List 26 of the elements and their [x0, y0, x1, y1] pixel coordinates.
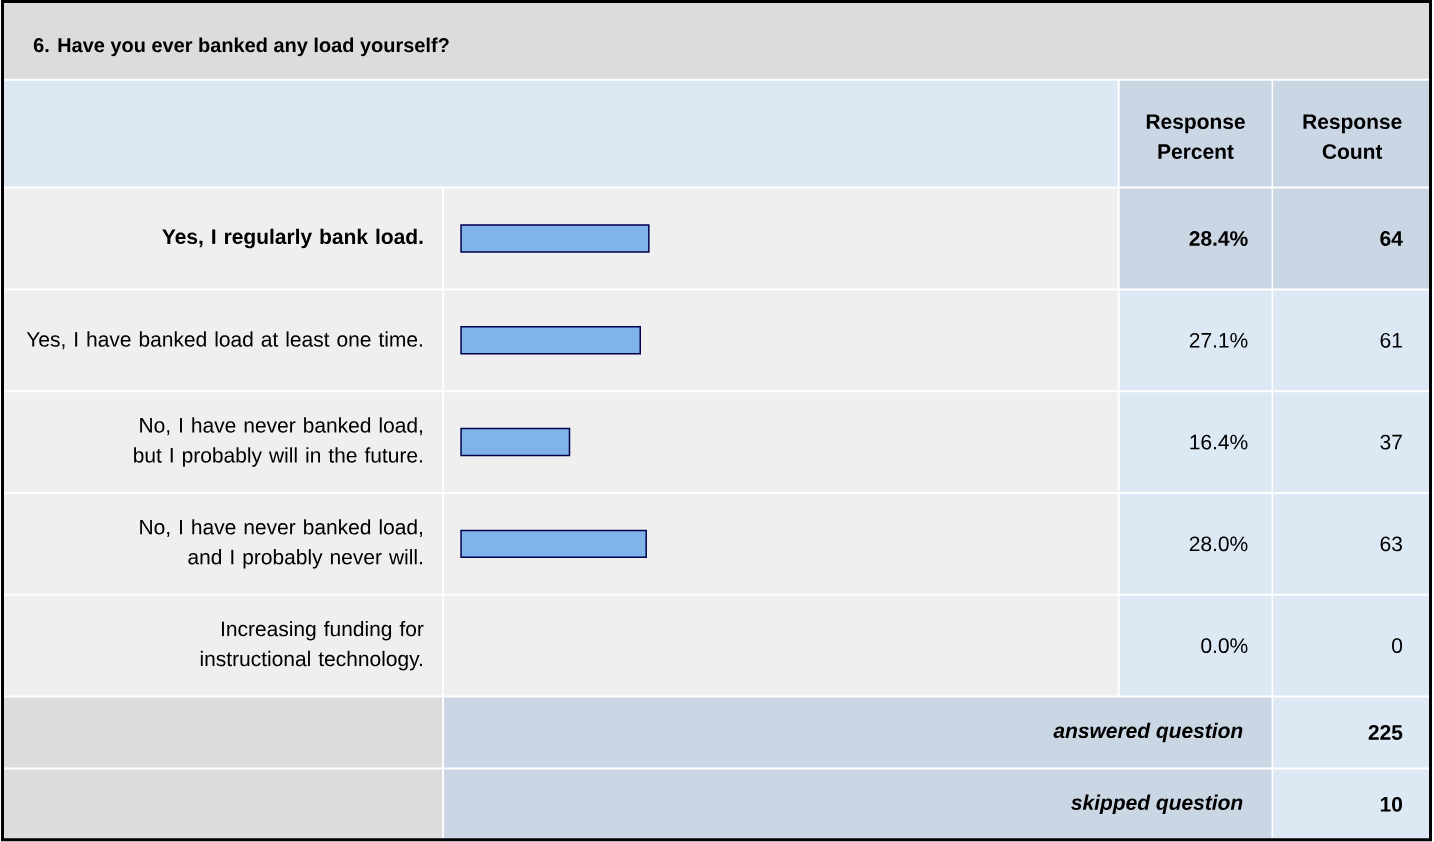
data-label: 27.1% — [1189, 332, 1248, 348]
text: Response Count — [1303, 114, 1402, 159]
y-tick-label: Yes, I regularly bank load. — [162, 228, 423, 249]
data-label: 16.4% — [1190, 434, 1248, 450]
data-label: 28.0% — [1189, 536, 1248, 552]
bar — [460, 224, 650, 253]
text: skipped question — [1071, 794, 1243, 814]
text: Response Percent — [1146, 114, 1245, 159]
text: 225 — [1368, 724, 1403, 740]
text: 63 — [1380, 536, 1402, 552]
text: 64 — [1380, 230, 1403, 246]
bar — [460, 325, 641, 355]
text: answered question — [1053, 722, 1243, 743]
text: 10 — [1380, 796, 1403, 812]
text: 0 — [1392, 638, 1403, 653]
data-label: 28.4% — [1189, 230, 1248, 246]
bar — [460, 529, 647, 558]
bar — [460, 427, 571, 457]
y-tick-label: Yes, I have banked load at least one time. — [26, 331, 422, 350]
y-tick-label: No, I have never banked load, and I probably never will. — [140, 519, 422, 569]
data-label: 0.0% — [1201, 638, 1248, 653]
y-tick-label: Increasing funding for instructional technology. — [200, 620, 424, 671]
text: 6. Have you ever banked any load yourself? — [33, 37, 449, 57]
text: 37 — [1380, 434, 1402, 450]
y-tick-label: No, I have never banked load, but I probably will in the future. — [134, 417, 422, 467]
text: 61 — [1380, 332, 1402, 348]
